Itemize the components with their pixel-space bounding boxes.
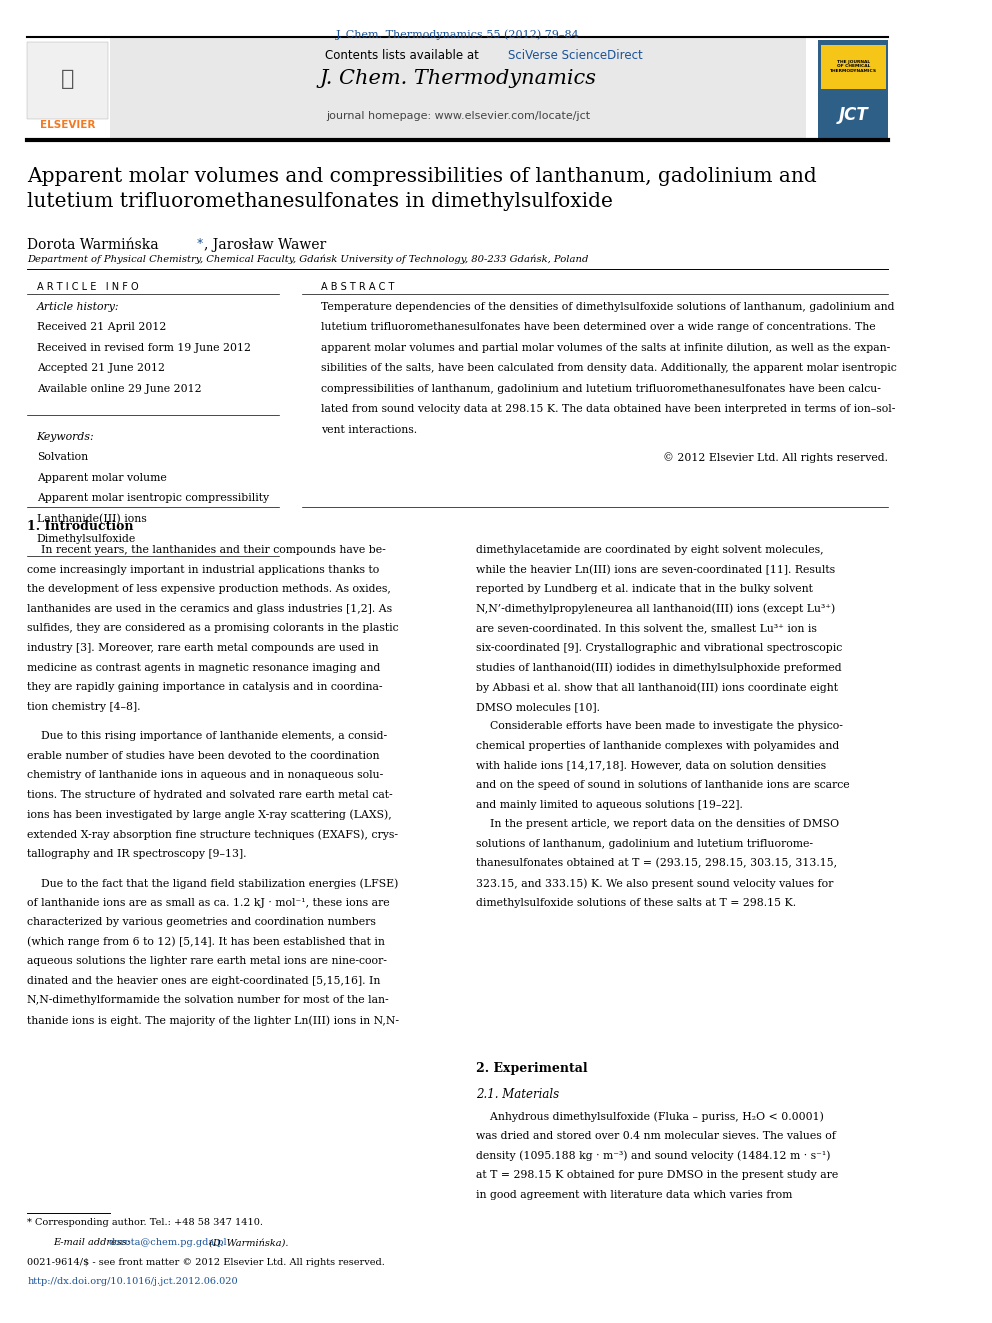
- Text: DMSO molecules [10].: DMSO molecules [10].: [476, 701, 600, 712]
- Text: http://dx.doi.org/10.1016/j.jct.2012.06.020: http://dx.doi.org/10.1016/j.jct.2012.06.…: [28, 1277, 238, 1286]
- Text: lated from sound velocity data at 298.15 K. The data obtained have been interpre: lated from sound velocity data at 298.15…: [320, 404, 895, 414]
- Text: tions. The structure of hydrated and solvated rare earth metal cat-: tions. The structure of hydrated and sol…: [28, 790, 393, 800]
- FancyBboxPatch shape: [28, 42, 108, 119]
- Text: chemical properties of lanthanide complexes with polyamides and: chemical properties of lanthanide comple…: [476, 741, 839, 751]
- Text: reported by Lundberg et al. indicate that in the bulky solvent: reported by Lundberg et al. indicate tha…: [476, 585, 813, 594]
- Text: *: *: [197, 237, 203, 250]
- Text: lanthanides are used in the ceramics and glass industries [1,2]. As: lanthanides are used in the ceramics and…: [28, 603, 393, 614]
- Text: tion chemistry [4–8].: tion chemistry [4–8].: [28, 701, 141, 712]
- Text: Lanthanide(III) ions: Lanthanide(III) ions: [37, 513, 147, 524]
- Text: 1. Introduction: 1. Introduction: [28, 520, 134, 533]
- Text: Keywords:: Keywords:: [37, 431, 94, 442]
- Text: In recent years, the lanthanides and their compounds have be-: In recent years, the lanthanides and the…: [28, 545, 386, 556]
- Text: N,N’-dimethylpropyleneurea all lanthanoid(III) ions (except Lu³⁺): N,N’-dimethylpropyleneurea all lanthanoi…: [476, 603, 835, 614]
- Text: compressibilities of lanthanum, gadolinium and lutetium trifluoromethanesulfonat: compressibilities of lanthanum, gadolini…: [320, 384, 881, 394]
- Text: thanesulfonates obtained at T = (293.15, 298.15, 303.15, 313.15,: thanesulfonates obtained at T = (293.15,…: [476, 859, 837, 869]
- Text: with halide ions [14,17,18]. However, data on solution densities: with halide ions [14,17,18]. However, da…: [476, 761, 826, 770]
- Text: , Jarosław Wawer: , Jarosław Wawer: [204, 238, 326, 253]
- Text: 0021-9614/$ - see front matter © 2012 Elsevier Ltd. All rights reserved.: 0021-9614/$ - see front matter © 2012 El…: [28, 1258, 385, 1267]
- Text: journal homepage: www.elsevier.com/locate/jct: journal homepage: www.elsevier.com/locat…: [326, 111, 590, 122]
- Text: 323.15, and 333.15) K. We also present sound velocity values for: 323.15, and 333.15) K. We also present s…: [476, 878, 833, 889]
- Text: Due to the fact that the ligand field stabilization energies (LFSE): Due to the fact that the ligand field st…: [28, 878, 399, 889]
- Text: they are rapidly gaining importance in catalysis and in coordina-: they are rapidly gaining importance in c…: [28, 683, 383, 692]
- Text: solutions of lanthanum, gadolinium and lutetium trifluorome-: solutions of lanthanum, gadolinium and l…: [476, 839, 813, 849]
- Text: thanide ions is eight. The majority of the lighter Ln(III) ions in N,N-: thanide ions is eight. The majority of t…: [28, 1015, 400, 1025]
- Text: six-coordinated [9]. Crystallographic and vibrational spectroscopic: six-coordinated [9]. Crystallographic an…: [476, 643, 842, 654]
- Text: characterized by various geometries and coordination numbers: characterized by various geometries and …: [28, 917, 376, 927]
- Text: Solvation: Solvation: [37, 452, 87, 463]
- Text: chemistry of lanthanide ions in aqueous and in nonaqueous solu-: chemistry of lanthanide ions in aqueous …: [28, 770, 384, 781]
- Text: (D. Warmińska).: (D. Warmińska).: [206, 1238, 289, 1248]
- Text: in good agreement with literature data which varies from: in good agreement with literature data w…: [476, 1189, 793, 1200]
- Text: 2.1. Materials: 2.1. Materials: [476, 1088, 559, 1101]
- Text: dinated and the heavier ones are eight-coordinated [5,15,16]. In: dinated and the heavier ones are eight-c…: [28, 976, 381, 986]
- Text: Apparent molar volumes and compressibilities of lanthanum, gadolinium and
luteti: Apparent molar volumes and compressibili…: [28, 167, 817, 210]
- Text: studies of lanthanoid(III) iodides in dimethylsulphoxide preformed: studies of lanthanoid(III) iodides in di…: [476, 663, 842, 673]
- Text: Available online 29 June 2012: Available online 29 June 2012: [37, 384, 201, 394]
- Text: (which range from 6 to 12) [5,14]. It has been established that in: (which range from 6 to 12) [5,14]. It ha…: [28, 937, 385, 947]
- Text: the development of less expensive production methods. As oxides,: the development of less expensive produc…: [28, 585, 392, 594]
- Text: J. Chem. Thermodynamics: J. Chem. Thermodynamics: [319, 69, 596, 87]
- Text: dimethylacetamide are coordinated by eight solvent molecules,: dimethylacetamide are coordinated by eig…: [476, 545, 824, 556]
- Text: Considerable efforts have been made to investigate the physico-: Considerable efforts have been made to i…: [476, 721, 843, 732]
- Text: Due to this rising importance of lanthanide elements, a consid-: Due to this rising importance of lanthan…: [28, 732, 388, 741]
- Text: A R T I C L E   I N F O: A R T I C L E I N F O: [37, 282, 138, 292]
- Text: come increasingly important in industrial applications thanks to: come increasingly important in industria…: [28, 565, 380, 574]
- Text: ions has been investigated by large angle X-ray scattering (LAXS),: ions has been investigated by large angl…: [28, 810, 392, 820]
- Text: of lanthanide ions are as small as ca. 1.2 kJ · mol⁻¹, these ions are: of lanthanide ions are as small as ca. 1…: [28, 897, 390, 908]
- Text: Article history:: Article history:: [37, 302, 119, 312]
- Text: at T = 298.15 K obtained for pure DMSO in the present study are: at T = 298.15 K obtained for pure DMSO i…: [476, 1170, 838, 1180]
- Text: A B S T R A C T: A B S T R A C T: [320, 282, 394, 292]
- Text: THE JOURNAL
OF CHEMICAL
THERMODYNAMICS: THE JOURNAL OF CHEMICAL THERMODYNAMICS: [830, 60, 877, 73]
- Text: erable number of studies have been devoted to the coordination: erable number of studies have been devot…: [28, 750, 380, 761]
- Text: JCT: JCT: [839, 106, 869, 124]
- Text: E-mail address:: E-mail address:: [54, 1238, 133, 1248]
- Text: industry [3]. Moreover, rare earth metal compounds are used in: industry [3]. Moreover, rare earth metal…: [28, 643, 379, 654]
- Text: density (1095.188 kg · m⁻³) and sound velocity (1484.12 m · s⁻¹): density (1095.188 kg · m⁻³) and sound ve…: [476, 1151, 831, 1162]
- Text: apparent molar volumes and partial molar volumes of the salts at infinite diluti: apparent molar volumes and partial molar…: [320, 343, 890, 353]
- Text: SciVerse ScienceDirect: SciVerse ScienceDirect: [508, 49, 643, 62]
- Text: © 2012 Elsevier Ltd. All rights reserved.: © 2012 Elsevier Ltd. All rights reserved…: [664, 451, 889, 463]
- FancyBboxPatch shape: [818, 40, 889, 138]
- Text: sibilities of the salts, have been calculated from density data. Additionally, t: sibilities of the salts, have been calcu…: [320, 363, 897, 373]
- FancyBboxPatch shape: [110, 38, 806, 139]
- Text: extended X-ray absorption fine structure techniques (EXAFS), crys-: extended X-ray absorption fine structure…: [28, 830, 399, 840]
- Text: N,N-dimethylformamide the solvation number for most of the lan-: N,N-dimethylformamide the solvation numb…: [28, 995, 389, 1005]
- Text: and mainly limited to aqueous solutions [19–22].: and mainly limited to aqueous solutions …: [476, 799, 743, 810]
- Text: Apparent molar volume: Apparent molar volume: [37, 472, 167, 483]
- Text: Received in revised form 19 June 2012: Received in revised form 19 June 2012: [37, 343, 251, 353]
- Text: dorota@chem.pg.gda.pl: dorota@chem.pg.gda.pl: [108, 1238, 227, 1248]
- Text: while the heavier Ln(III) ions are seven-coordinated [11]. Results: while the heavier Ln(III) ions are seven…: [476, 565, 835, 576]
- Text: Accepted 21 June 2012: Accepted 21 June 2012: [37, 363, 165, 373]
- Text: by Abbasi et al. show that all lanthanoid(III) ions coordinate eight: by Abbasi et al. show that all lanthanoi…: [476, 683, 838, 693]
- Text: J. Chem. Thermodynamics 55 (2012) 79–84: J. Chem. Thermodynamics 55 (2012) 79–84: [336, 29, 580, 40]
- Text: lutetium trifluoromethanesulfonates have been determined over a wide range of co: lutetium trifluoromethanesulfonates have…: [320, 321, 875, 332]
- Text: Anhydrous dimethylsulfoxide (Fluka – puriss, H₂O < 0.0001): Anhydrous dimethylsulfoxide (Fluka – pur…: [476, 1111, 824, 1122]
- Text: tallography and IR spectroscopy [9–13].: tallography and IR spectroscopy [9–13].: [28, 848, 247, 859]
- Text: Dimethylsulfoxide: Dimethylsulfoxide: [37, 534, 136, 545]
- FancyBboxPatch shape: [820, 45, 886, 89]
- Text: * Corresponding author. Tel.: +48 58 347 1410.: * Corresponding author. Tel.: +48 58 347…: [28, 1218, 264, 1228]
- Text: Temperature dependencies of the densities of dimethylsulfoxide solutions of lant: Temperature dependencies of the densitie…: [320, 302, 894, 312]
- Text: 🌳: 🌳: [62, 69, 74, 90]
- Text: are seven-coordinated. In this solvent the, smallest Lu³⁺ ion is: are seven-coordinated. In this solvent t…: [476, 623, 817, 634]
- Text: ELSEVIER: ELSEVIER: [40, 120, 95, 131]
- Text: dimethylsulfoxide solutions of these salts at T = 298.15 K.: dimethylsulfoxide solutions of these sal…: [476, 897, 797, 908]
- Text: Apparent molar isentropic compressibility: Apparent molar isentropic compressibilit…: [37, 493, 269, 504]
- Text: Received 21 April 2012: Received 21 April 2012: [37, 321, 166, 332]
- Text: vent interactions.: vent interactions.: [320, 425, 417, 435]
- Text: Department of Physical Chemistry, Chemical Faculty, Gdańsk University of Technol: Department of Physical Chemistry, Chemic…: [28, 254, 589, 263]
- Text: Dorota Warmińska: Dorota Warmińska: [28, 238, 159, 253]
- Text: sulfides, they are considered as a promising colorants in the plastic: sulfides, they are considered as a promi…: [28, 623, 399, 634]
- Text: 2. Experimental: 2. Experimental: [476, 1062, 588, 1076]
- Text: was dried and stored over 0.4 nm molecular sieves. The values of: was dried and stored over 0.4 nm molecul…: [476, 1131, 836, 1140]
- Text: Contents lists available at: Contents lists available at: [325, 49, 483, 62]
- Text: medicine as contrast agents in magnetic resonance imaging and: medicine as contrast agents in magnetic …: [28, 663, 381, 672]
- Text: and on the speed of sound in solutions of lanthanide ions are scarce: and on the speed of sound in solutions o…: [476, 781, 850, 790]
- Text: aqueous solutions the lighter rare earth metal ions are nine-coor-: aqueous solutions the lighter rare earth…: [28, 957, 387, 966]
- Text: In the present article, we report data on the densities of DMSO: In the present article, we report data o…: [476, 819, 839, 830]
